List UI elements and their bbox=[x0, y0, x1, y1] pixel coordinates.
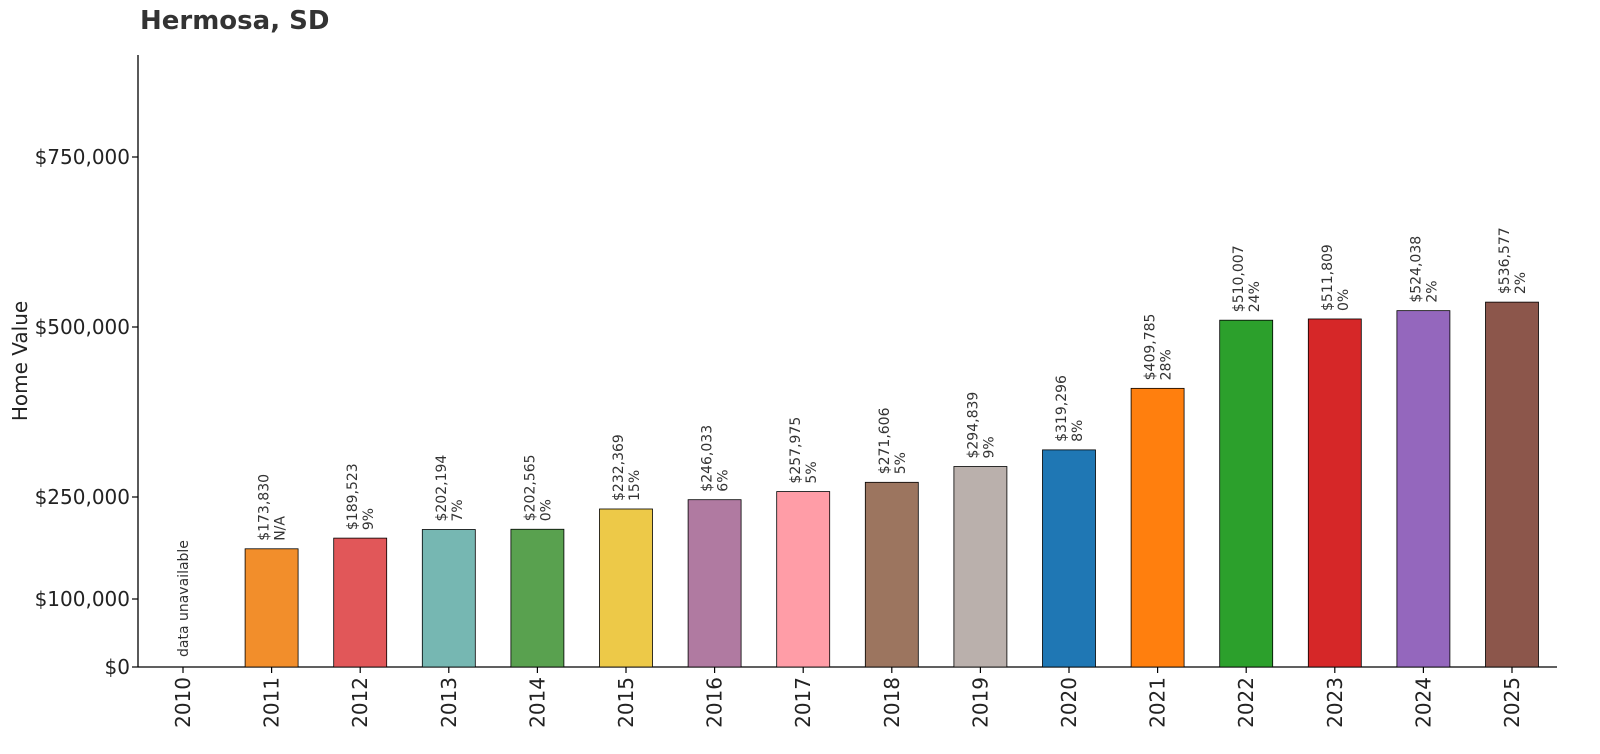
value-label: $202,194 bbox=[434, 455, 450, 522]
bar bbox=[1130, 387, 1185, 668]
value-label: $319,296 bbox=[1054, 375, 1070, 442]
change-label: 7% bbox=[450, 499, 466, 521]
bar bbox=[953, 466, 1008, 668]
change-label: 0% bbox=[538, 499, 554, 521]
value-label: $257,975 bbox=[788, 417, 804, 484]
change-label: N/A bbox=[273, 516, 289, 541]
x-tick-label: 2019 bbox=[968, 677, 992, 728]
change-label: 5% bbox=[893, 452, 909, 474]
value-label: $232,369 bbox=[611, 434, 627, 501]
bar bbox=[1219, 319, 1274, 668]
value-label: $173,830 bbox=[257, 474, 273, 541]
change-label: 2% bbox=[1424, 280, 1440, 302]
x-tick-label: 2023 bbox=[1323, 677, 1347, 728]
change-label: 5% bbox=[804, 461, 820, 483]
bar bbox=[1396, 310, 1451, 668]
x-tick-label: 2013 bbox=[437, 677, 461, 728]
change-label: 8% bbox=[1070, 420, 1086, 442]
change-label: 28% bbox=[1159, 349, 1175, 380]
data-labels: data unavailable$173,830 N/A $189,523 9% $20… bbox=[176, 227, 1529, 657]
bar bbox=[421, 529, 476, 668]
change-label: 9% bbox=[361, 508, 377, 530]
x-tick-label: 2024 bbox=[1411, 677, 1435, 728]
value-label: $409,785 bbox=[1143, 314, 1159, 381]
x-tick-label: 2018 bbox=[880, 677, 904, 728]
x-tick-label: 2025 bbox=[1500, 677, 1524, 728]
y-axis: $0 $100,000 $250,000 $500,000 $750,000 bbox=[35, 55, 139, 679]
x-tick-label: 2011 bbox=[260, 677, 284, 728]
change-label: 15% bbox=[627, 470, 643, 501]
bar bbox=[1485, 301, 1539, 668]
x-tick-label: 2021 bbox=[1146, 677, 1170, 728]
change-label: 6% bbox=[716, 469, 732, 491]
x-tick-label: 2017 bbox=[791, 677, 815, 728]
bar bbox=[1307, 318, 1362, 668]
value-label: $524,038 bbox=[1408, 236, 1424, 303]
value-label: $294,839 bbox=[965, 392, 981, 459]
bar bbox=[599, 508, 653, 668]
x-tick-label: 2020 bbox=[1057, 677, 1081, 728]
x-tick-label: 2015 bbox=[614, 677, 638, 728]
bar bbox=[333, 537, 388, 668]
value-label: $536,577 bbox=[1497, 227, 1513, 294]
y-axis-label: Home Value bbox=[8, 301, 32, 421]
value-label: $510,007 bbox=[1231, 245, 1247, 312]
bar bbox=[244, 548, 299, 668]
y-tick-label: $0 bbox=[105, 655, 130, 679]
x-tick-label: 2022 bbox=[1234, 677, 1258, 728]
bar bbox=[687, 499, 742, 668]
value-label: $511,809 bbox=[1320, 244, 1336, 311]
change-label: 9% bbox=[981, 436, 997, 458]
x-axis: 2010 2011 2012 2013 2014 2015 2016 2017 2018 2019… bbox=[138, 666, 1557, 728]
x-tick-label: 2012 bbox=[348, 677, 372, 728]
value-label: $202,565 bbox=[522, 454, 538, 521]
missing-data-label: data unavailable bbox=[176, 540, 192, 657]
x-tick-label: 2016 bbox=[703, 677, 727, 728]
value-label: $246,033 bbox=[700, 425, 716, 492]
bars bbox=[244, 301, 1539, 668]
change-label: 24% bbox=[1247, 281, 1263, 312]
y-tick-label: $100,000 bbox=[35, 587, 130, 611]
bar bbox=[864, 481, 919, 668]
change-label: 2% bbox=[1513, 272, 1529, 294]
x-tick-label: 2014 bbox=[525, 677, 549, 728]
bar bbox=[776, 491, 831, 668]
value-label: $189,523 bbox=[345, 463, 361, 530]
chart-title: Hermosa, SD bbox=[140, 6, 330, 36]
change-label: 0% bbox=[1336, 289, 1352, 311]
value-label: $271,606 bbox=[877, 407, 893, 474]
bar bbox=[1042, 449, 1096, 668]
y-tick-label: $500,000 bbox=[35, 315, 130, 339]
y-tick-label: $250,000 bbox=[35, 485, 130, 509]
y-tick-label: $750,000 bbox=[35, 145, 130, 169]
x-tick-label: 2010 bbox=[171, 677, 195, 728]
bar bbox=[510, 528, 565, 668]
